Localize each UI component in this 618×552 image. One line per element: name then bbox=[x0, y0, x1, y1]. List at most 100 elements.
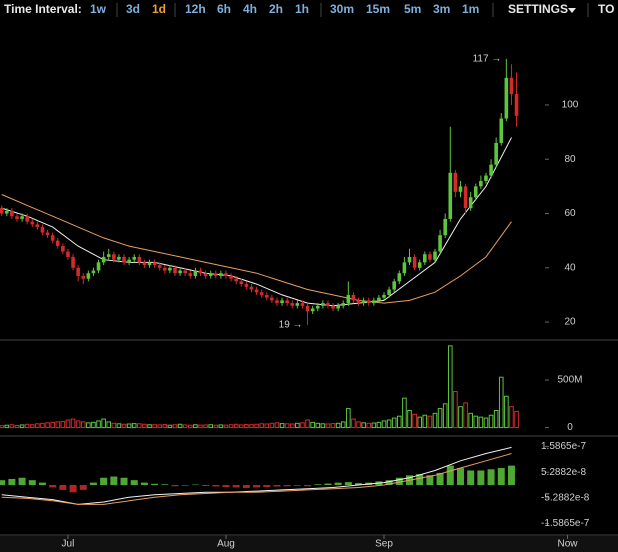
interval-button[interactable]: 12h bbox=[185, 2, 206, 16]
volume-bar bbox=[116, 423, 122, 429]
macd-histogram-bar bbox=[232, 485, 240, 488]
candle-body bbox=[142, 262, 147, 266]
candle-body bbox=[285, 300, 289, 304]
volume-bar bbox=[346, 408, 351, 429]
macd-histogram-bar bbox=[202, 485, 210, 486]
macd-histogram-bar bbox=[385, 480, 393, 486]
candle-body bbox=[55, 240, 60, 247]
interval-button[interactable]: 6h bbox=[217, 2, 231, 16]
volume-bar bbox=[121, 423, 127, 429]
volume-bar bbox=[427, 415, 433, 429]
macd-histogram-bar bbox=[181, 485, 189, 486]
volume-bar bbox=[147, 424, 152, 429]
volume-bar bbox=[172, 424, 178, 429]
macd-histogram-bar bbox=[507, 465, 515, 486]
interval-button[interactable]: 2h bbox=[269, 2, 283, 16]
candle-body bbox=[331, 305, 335, 309]
candle-body bbox=[402, 262, 407, 274]
macd-histogram-bar bbox=[89, 482, 97, 486]
candle-body bbox=[356, 300, 361, 304]
volume-bar bbox=[478, 416, 484, 429]
candle-body bbox=[45, 232, 50, 236]
toolbar-more[interactable]: TO bbox=[598, 2, 614, 16]
candle-body bbox=[341, 303, 346, 306]
candle-body bbox=[76, 267, 80, 276]
candle-body bbox=[275, 300, 279, 304]
interval-button[interactable]: 1m bbox=[462, 2, 479, 16]
interval-button[interactable]: 4h bbox=[243, 2, 257, 16]
y-tick-label: 100 bbox=[562, 100, 579, 111]
candle-body bbox=[81, 275, 86, 279]
interval-button[interactable]: 1h bbox=[295, 2, 309, 16]
y-tick-label: 80 bbox=[564, 154, 576, 165]
macd-histogram-bar bbox=[171, 485, 179, 487]
candle-body bbox=[173, 267, 177, 274]
volume-bar bbox=[45, 422, 50, 429]
candle-body bbox=[213, 273, 218, 276]
candle-body bbox=[96, 262, 101, 271]
y-tick-label: 500M bbox=[557, 375, 582, 386]
settings-button[interactable]: SETTINGS bbox=[508, 2, 568, 16]
volume-bar bbox=[193, 424, 198, 429]
interval-button[interactable]: 3d bbox=[126, 2, 140, 16]
volume-bar bbox=[35, 423, 40, 429]
interval-button[interactable]: 1d bbox=[152, 2, 166, 16]
candle-body bbox=[10, 210, 14, 217]
candle-body bbox=[494, 142, 498, 165]
volume-bar bbox=[233, 423, 239, 429]
candle-body bbox=[198, 270, 203, 274]
y-tick-label: 1.5865e-7 bbox=[541, 441, 586, 452]
candle-body bbox=[25, 216, 29, 222]
volume-bar bbox=[19, 424, 25, 429]
candle-body bbox=[168, 267, 172, 271]
macd-histogram-bar bbox=[304, 485, 312, 487]
volume-bar bbox=[80, 421, 86, 429]
candle-body bbox=[351, 294, 356, 301]
interval-button[interactable]: 5m bbox=[404, 2, 421, 16]
volume-bar bbox=[295, 422, 300, 429]
macd-histogram-bar bbox=[130, 480, 138, 486]
candle-body bbox=[458, 186, 463, 192]
volume-bar bbox=[142, 423, 147, 429]
macd-histogram-bar bbox=[253, 485, 261, 488]
macd-histogram-bar bbox=[8, 478, 16, 486]
volume-bar bbox=[320, 423, 326, 429]
candle-body bbox=[366, 300, 371, 304]
indicator-line bbox=[1, 194, 512, 304]
volume-bar bbox=[412, 413, 417, 429]
volume-bar bbox=[274, 422, 280, 429]
interval-button[interactable]: 30m bbox=[330, 2, 354, 16]
volume-bar bbox=[9, 424, 15, 429]
macd-histogram-bar bbox=[120, 477, 128, 486]
volume-bar bbox=[86, 422, 91, 429]
candle-body bbox=[346, 294, 351, 304]
candle-body bbox=[372, 300, 376, 304]
candle-body bbox=[417, 262, 422, 268]
candle-body bbox=[15, 216, 19, 219]
candle-body bbox=[30, 221, 35, 225]
volume-bar bbox=[493, 409, 499, 429]
interval-button[interactable]: 1w bbox=[90, 2, 107, 16]
candle-body bbox=[443, 218, 447, 236]
volume-bar bbox=[300, 422, 305, 429]
volume-bar bbox=[422, 414, 428, 429]
y-tick-label: 5.2882e-8 bbox=[541, 467, 586, 478]
candle-body bbox=[249, 286, 254, 290]
volume-bar bbox=[29, 424, 35, 429]
candle-body bbox=[412, 256, 417, 268]
volume-bar bbox=[279, 423, 285, 429]
candle-body bbox=[428, 254, 432, 260]
candle-body bbox=[157, 265, 162, 268]
volume-bar bbox=[55, 421, 61, 429]
interval-button[interactable]: 3m bbox=[433, 2, 450, 16]
macd-histogram-bar bbox=[79, 485, 87, 490]
candle-body bbox=[438, 235, 442, 252]
macd-histogram-bar bbox=[334, 482, 342, 486]
x-axis-band bbox=[0, 536, 618, 552]
interval-button[interactable]: 15m bbox=[366, 2, 390, 16]
volume-bar bbox=[14, 425, 20, 429]
candle-body bbox=[71, 256, 75, 268]
x-tick-label: Now bbox=[558, 539, 579, 550]
